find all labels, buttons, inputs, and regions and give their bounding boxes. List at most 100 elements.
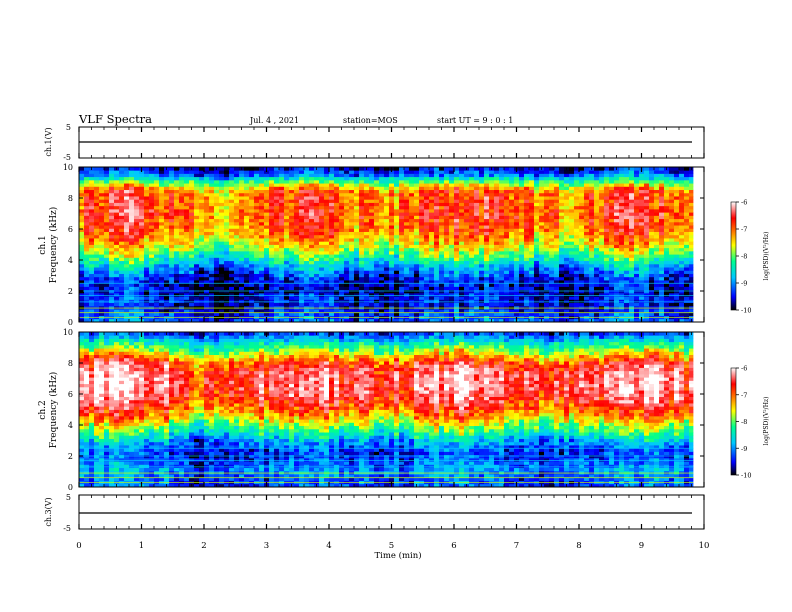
spectrogram-cell [559, 247, 565, 252]
spectrogram-cell [249, 196, 255, 200]
spectrogram-cell [199, 296, 205, 300]
spectrogram-cell [524, 199, 530, 203]
spectrogram-cell [439, 196, 445, 200]
spectrogram-cell [114, 247, 120, 252]
spectrogram-cell [374, 273, 380, 278]
spectrogram-cell [199, 234, 205, 239]
spectrogram-cell [79, 247, 85, 252]
spectrogram-cell [504, 267, 510, 271]
spectrogram-cell [284, 231, 290, 236]
spectrogram-cell [79, 289, 85, 294]
spectrogram-cell [214, 254, 220, 258]
spectrogram-cell [219, 309, 225, 313]
spectrogram-cell [484, 312, 490, 316]
spectrogram-cell [574, 270, 580, 274]
spectrogram-cell [544, 241, 550, 245]
spectrogram-cell [294, 225, 300, 229]
spectrogram-cell [509, 196, 515, 200]
spectrogram-cell [484, 263, 490, 268]
spectrogram-cell [584, 196, 590, 200]
spectrogram-cell [214, 263, 220, 268]
spectrogram-cell [369, 231, 375, 236]
spectrogram-cell [569, 228, 575, 232]
spectrogram-cell [284, 202, 290, 207]
spectrogram-cell [299, 170, 305, 174]
spectrogram-cell [499, 241, 505, 245]
spectrogram-cell [509, 254, 515, 258]
spectrogram-cell [139, 215, 145, 220]
spectrogram-cell [559, 254, 565, 258]
spectrogram-cell [479, 179, 485, 184]
spectrogram-cell [84, 263, 90, 268]
spectrogram-cell [364, 208, 370, 213]
spectrogram-cell [324, 312, 330, 316]
spectrogram-cell [449, 254, 455, 258]
spectrogram-cell [379, 189, 385, 194]
spectrogram-cell [114, 189, 120, 194]
spectrogram-cell [529, 260, 535, 265]
spectrogram-cell [284, 170, 290, 174]
spectrogram-cell [149, 218, 155, 223]
spectrogram-cell [139, 196, 145, 200]
spectrogram-cell [564, 270, 570, 274]
spectrogram-cell [339, 283, 345, 287]
spectrogram-cell [579, 186, 585, 191]
spectrogram-cell [154, 173, 160, 178]
spectrogram-cell [334, 170, 340, 174]
spectrogram-cell [254, 176, 260, 181]
spectrogram-cell [549, 183, 555, 187]
spectrogram-cell [224, 196, 230, 200]
spectrogram-cell [179, 312, 185, 316]
spectrogram-cell [214, 299, 220, 304]
spectrogram-cell [239, 254, 245, 258]
spectrogram-cell [204, 241, 210, 245]
spectrogram-cell [529, 176, 535, 181]
spectrogram-cell [84, 192, 90, 197]
spectrogram-cell [309, 312, 315, 316]
spectrogram-cell [589, 208, 595, 213]
spectrogram-cell [314, 299, 320, 304]
spectrogram-cell [174, 296, 180, 300]
spectrogram-cell [119, 283, 125, 287]
spectrogram-cell [84, 254, 90, 258]
spectrogram-cell [409, 280, 415, 284]
spectrogram-cell [459, 312, 465, 316]
spectrogram-cell [529, 257, 535, 262]
spectrogram-cell [504, 205, 510, 210]
spectrogram-cell [459, 215, 465, 220]
spectrogram-cell [134, 221, 140, 226]
spectrogram-cell [589, 228, 595, 232]
spectrogram-cell [349, 260, 355, 265]
spectrogram-cell [579, 273, 585, 278]
spectrogram-cell [444, 208, 450, 213]
spectrogram-cell [429, 218, 435, 223]
spectrogram-cell [349, 244, 355, 249]
spectrogram-cell [99, 318, 105, 323]
spectrogram-cell [249, 302, 255, 307]
spectrogram-cell [339, 234, 345, 239]
spectrogram-cell [439, 225, 445, 229]
spectrogram-cell [229, 238, 235, 242]
spectrogram-cell [424, 273, 430, 278]
spectrogram-cell [379, 192, 385, 197]
spectrogram-cell [149, 186, 155, 191]
spectrogram-cell [494, 218, 500, 223]
spectrogram-cell [524, 280, 530, 284]
spectrogram-cell [294, 189, 300, 194]
spectrogram-cell [389, 205, 395, 210]
spectrogram-cell [529, 280, 535, 284]
spectrogram-cell [104, 170, 110, 174]
spectrogram-cell [474, 302, 480, 307]
spectrogram-cell [179, 215, 185, 220]
spectrogram-cell [579, 183, 585, 187]
spectrogram-cell [319, 283, 325, 287]
spectrogram-cell [219, 283, 225, 287]
spectrogram-cell [314, 215, 320, 220]
spectrogram-cell [144, 289, 150, 294]
spectrogram-cell [264, 183, 270, 187]
spectrogram-cell [354, 225, 360, 229]
spectrogram-cell [259, 234, 265, 239]
spectrogram-cell [264, 186, 270, 191]
spectrogram-cell [469, 312, 475, 316]
spectrogram-cell [134, 202, 140, 207]
